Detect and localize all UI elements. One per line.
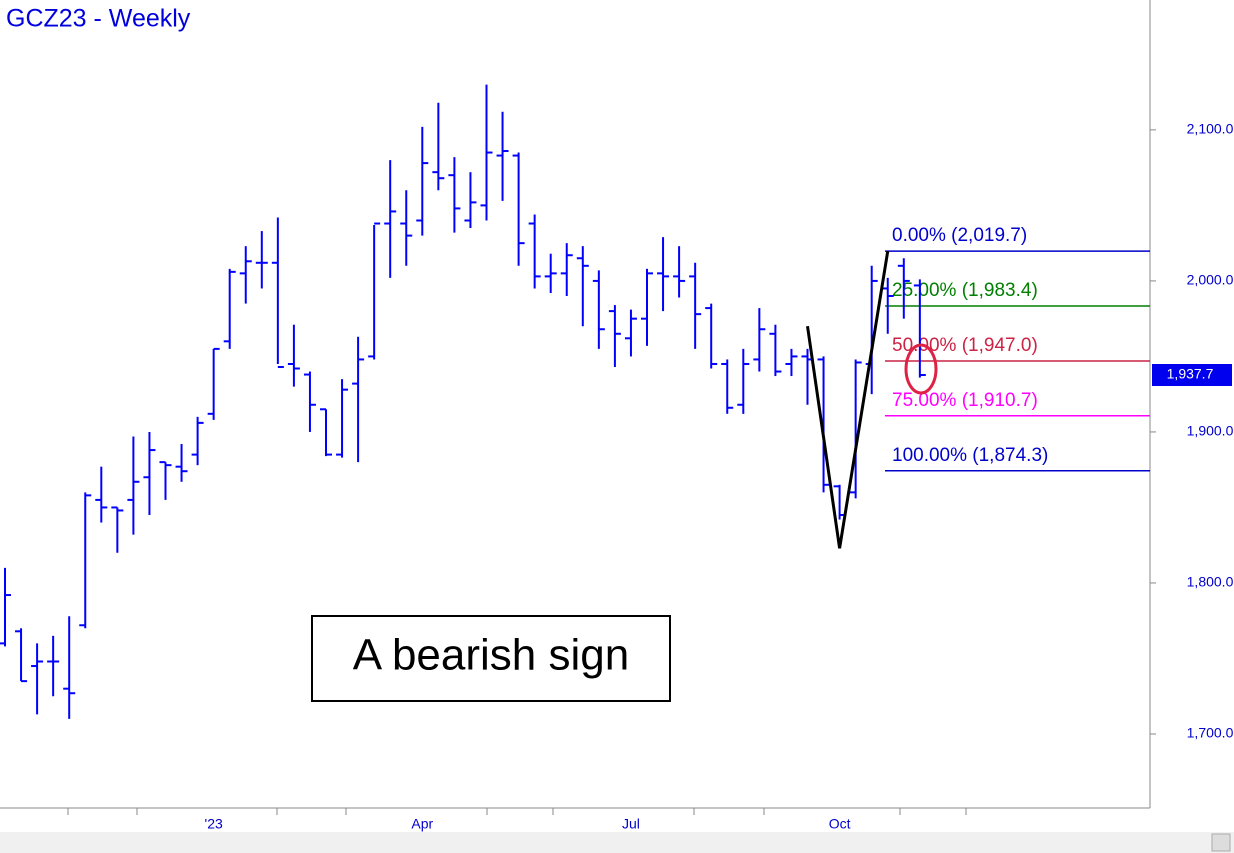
x-tick-label: Apr [411, 816, 433, 832]
y-tick-label: 2,100.0 [1187, 121, 1234, 137]
fib-label: 75.00% (1,910.7) [892, 390, 1038, 411]
scrollbar[interactable] [0, 832, 1234, 853]
last-price-tag [1152, 364, 1232, 387]
fib-label: 25.00% (1,983.4) [892, 280, 1038, 301]
fib-label: 0.00% (2,019.7) [892, 225, 1027, 246]
y-tick-label: 1,700.0 [1187, 725, 1234, 741]
annotation: A bearish sign [353, 631, 629, 680]
month-ticks [67, 808, 967, 815]
scrollbar-button[interactable] [1211, 833, 1231, 852]
fib-label: 50.00% (1,947.0) [892, 335, 1038, 356]
y-tick-label: 1,900.0 [1187, 423, 1234, 439]
x-tick-label: Oct [829, 816, 851, 832]
x-tick-label: Jul [622, 816, 640, 832]
fib-label: 100.00% (1,874.3) [892, 445, 1048, 466]
last-price-label: 1,937.7 [1167, 366, 1214, 382]
y-tick-label: 1,800.0 [1187, 574, 1234, 590]
x-tick-label: '23 [205, 816, 223, 832]
chart-title: GCZ23 - Weekly [6, 5, 191, 33]
annotation-box [311, 615, 671, 702]
highlight-ellipse [904, 343, 938, 395]
scrollbar-track[interactable] [0, 832, 1234, 853]
zigzag-line [806, 250, 890, 549]
y-tick-label: 2,000.0 [1187, 272, 1234, 288]
